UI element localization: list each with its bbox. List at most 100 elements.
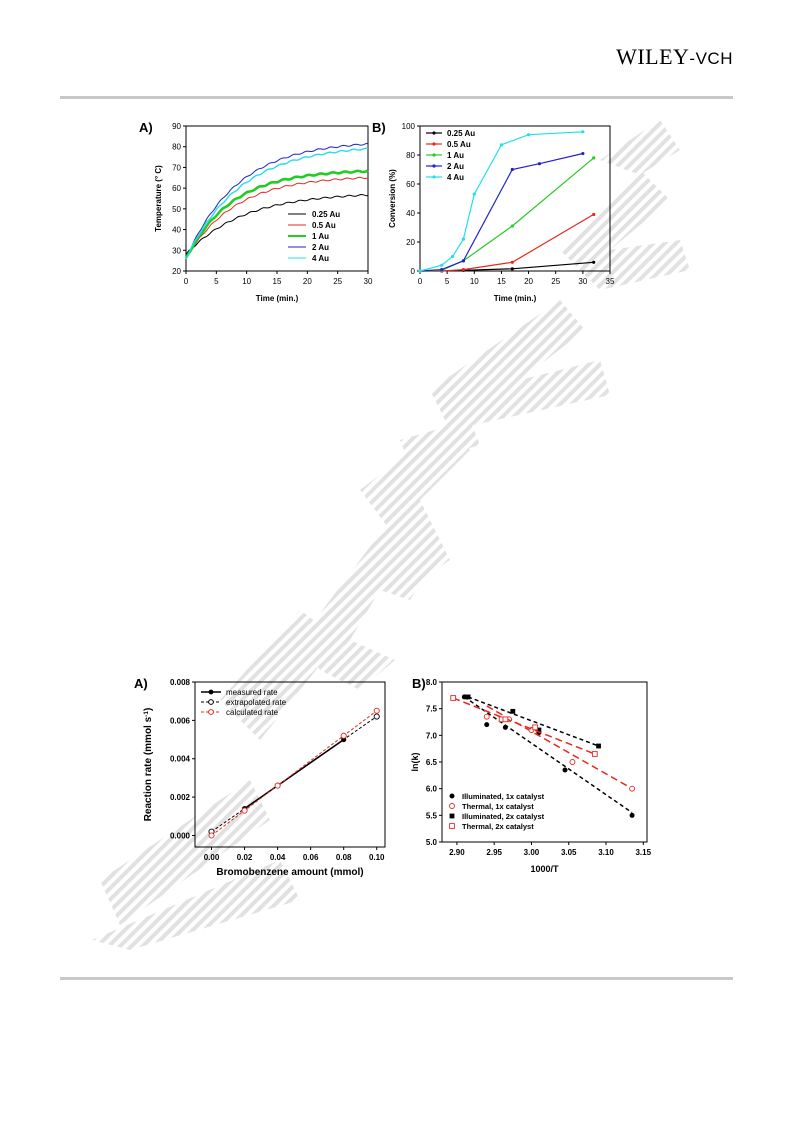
y-tick-label: 6.5 (426, 758, 438, 767)
data-point-2-au (537, 162, 542, 166)
legend-label: Illuminated, 2x catalyst (462, 812, 545, 821)
data-point-illuminated-2x-catalyst (510, 708, 516, 714)
watermark-letter-dash (400, 420, 480, 465)
data-point-calculated-rate (373, 707, 380, 714)
legend-marker (208, 689, 214, 695)
x-tick-label: 0.06 (303, 853, 319, 862)
legend-label: 0.5 Au (312, 221, 336, 230)
y-tick-label: 70 (172, 163, 181, 172)
data-point-0.25-au (592, 260, 596, 264)
header-rule (60, 96, 733, 99)
x-tick-label: 5 (445, 277, 450, 286)
x-tick-label: 3.05 (561, 848, 577, 857)
x-tick-label: 2.90 (449, 848, 465, 857)
series-line-0.5-au (420, 213, 595, 272)
x-tick-label: 0.10 (369, 853, 385, 862)
data-point-4-au (499, 143, 504, 147)
y-tick-label: 20 (172, 267, 181, 276)
data-point-illuminated-2x-catalyst (465, 694, 471, 700)
legend-label: measured rate (226, 688, 278, 697)
legend-label: 1 Au (447, 151, 464, 160)
x-tick-label: 25 (551, 277, 560, 286)
x-tick-label: 35 (606, 277, 615, 286)
x-tick-label: 20 (524, 277, 533, 286)
footer-rule (60, 977, 733, 980)
legend-marker (432, 164, 436, 168)
legend-label: 4 Au (312, 254, 329, 263)
data-point-2-au (510, 167, 514, 172)
y-tick-label: 0.008 (170, 678, 191, 687)
fig2-panel-a-label: A) (134, 676, 148, 691)
y-tick-label: 0 (411, 267, 416, 276)
x-tick-label: 5 (214, 277, 219, 286)
data-point-illuminated-1x-catalyst (562, 767, 568, 773)
brand-sub: VCH (695, 49, 733, 68)
brand-main: WILEY (616, 44, 690, 69)
series-line-0.25-au (185, 193, 369, 255)
x-axis-label: 1000/T (530, 864, 559, 874)
fit-line-thermal-2x-catalyst (452, 697, 596, 755)
fig2-panel-b-label: B) (412, 676, 426, 691)
legend-marker (432, 131, 436, 135)
x-tick-label: 0.02 (237, 853, 253, 862)
y-tick-label: 0.000 (170, 831, 191, 840)
data-point-2-au (461, 259, 466, 263)
x-axis-label: Bromobenzene amount (mmol) (216, 867, 363, 878)
plot-frame (419, 125, 611, 272)
fig1-panel-a-label: A) (139, 120, 153, 135)
data-point-thermal-2x-catalyst (591, 751, 598, 757)
series-line-2-au (185, 142, 369, 259)
legend-label: 2 Au (447, 162, 464, 171)
fig1-panel-b-label: B) (372, 120, 386, 135)
x-tick-label: 0.04 (270, 853, 286, 862)
legend-marker (208, 709, 214, 715)
legend-label: 2 Au (312, 243, 329, 252)
watermark-letter-e (300, 520, 440, 690)
legend-label: 0.25 Au (312, 210, 340, 219)
data-point-thermal-1x-catalyst (629, 785, 636, 792)
y-tick-label: 0.002 (170, 793, 191, 802)
legend-marker (432, 153, 436, 157)
y-axis-label: Conversion (%) (388, 169, 397, 228)
x-tick-label: 30 (578, 277, 587, 286)
legend-label: calculated rate (226, 708, 279, 717)
legend-marker (449, 793, 455, 799)
legend-label: extrapolated rate (226, 698, 287, 707)
data-point-calculated-rate (340, 732, 347, 739)
legend-marker (432, 142, 436, 146)
x-tick-label: 10 (470, 277, 479, 286)
legend-label: Thermal, 2x catalyst (462, 822, 534, 831)
data-point-extrapolated-rate (373, 713, 380, 720)
legend-label: 0.25 Au (447, 129, 475, 138)
data-point-thermal-2x-catalyst (450, 695, 457, 701)
fig2-arrhenius-chart: 2.90 2.95 3.00 3.05 3.10 3.15 5.0 5.5 6.0 6.5 7.0 7… (410, 678, 652, 874)
x-tick-label: 0 (184, 277, 189, 286)
data-point-1-au (592, 156, 596, 160)
x-tick-label: 10 (242, 277, 251, 286)
fit-line-illuminated-2x-catalyst (467, 696, 599, 747)
y-tick-label: 7.5 (426, 705, 438, 714)
y-tick-label: 7.0 (426, 731, 438, 740)
x-tick-label: 3.00 (524, 848, 540, 857)
y-tick-label: 100 (402, 122, 416, 131)
x-tick-label: 20 (303, 277, 312, 286)
x-tick-label: 15 (273, 277, 282, 286)
x-tick-label: 30 (364, 277, 373, 286)
y-tick-label: 0.006 (170, 716, 191, 725)
plot-frame (185, 125, 369, 272)
legend-label: Illuminated, 1x catalyst (462, 792, 545, 801)
plot-frame (194, 681, 386, 848)
series-line-0.5-au (185, 176, 369, 259)
series-line-4-au (185, 147, 369, 260)
y-tick-label: 50 (172, 205, 181, 214)
data-point-illuminated-2x-catalyst (536, 727, 542, 733)
y-tick-label: 90 (172, 122, 181, 131)
legend-label: 1 Au (312, 232, 329, 241)
data-point-thermal-1x-catalyst (569, 759, 576, 765)
data-point-illuminated-1x-catalyst (629, 812, 635, 818)
data-point-0.5-au (461, 267, 466, 272)
legend-marker (449, 813, 455, 819)
x-tick-label: 25 (333, 277, 342, 286)
brand-separator: - (689, 49, 696, 68)
y-tick-label: 60 (172, 184, 181, 193)
